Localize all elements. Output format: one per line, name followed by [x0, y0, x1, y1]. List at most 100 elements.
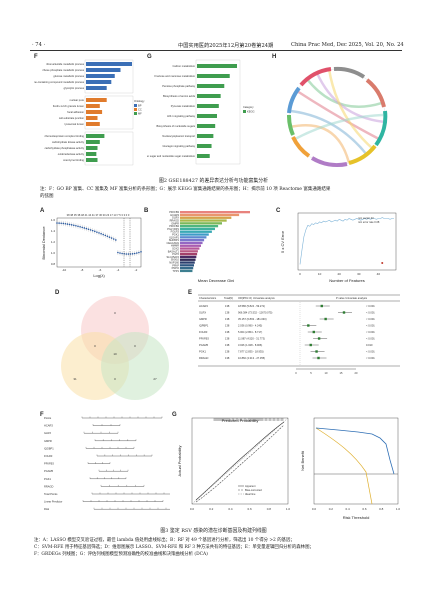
forest-axis: 0 5 10 15 20	[295, 368, 358, 375]
forest-point	[320, 304, 323, 308]
lasso-y-tick: 0.8	[51, 262, 56, 266]
lasso-point	[112, 238, 115, 240]
forest-gene: RRAGD	[199, 356, 208, 360]
lasso-point	[119, 252, 121, 254]
lasso-point	[68, 223, 71, 226]
forest-header: Characteristics	[199, 296, 217, 300]
go-bar	[86, 158, 98, 162]
rf-bar	[180, 213, 240, 217]
kegg-bar	[197, 104, 219, 108]
kegg-term-label: Glucagon signaling pathway	[163, 144, 196, 148]
forest-or: 35.157 (6.893 - 181.030)	[238, 317, 267, 321]
lasso-point	[102, 233, 104, 236]
lasso-point	[75, 224, 77, 227]
nomogram-row-label: Total Points	[44, 492, 58, 496]
kegg-bar	[197, 154, 210, 158]
lasso-x-tick: -2	[135, 268, 138, 272]
rf-bar	[180, 261, 195, 264]
go-term-label: oxidoreductase activity	[58, 152, 85, 156]
go-bar	[86, 110, 103, 114]
lasso-y-tick: 1.4	[51, 229, 56, 233]
lasso-y-tick: 1.2	[51, 240, 56, 244]
forest-p: < 0.001	[366, 317, 375, 321]
calibration-x-tick: 1.0	[286, 507, 291, 511]
forest-or: 2.036 (0.990 - 4.245)	[238, 324, 262, 328]
lasso-point	[77, 225, 79, 228]
fig2-panel-h-chord-diagram	[286, 66, 388, 168]
svm-legend-2: min error rate 0.08	[358, 220, 380, 224]
go-legend-label: CC	[138, 108, 142, 112]
nomogram-row-label: HCAR3	[44, 424, 53, 428]
fig3-panel-e-forest-plot: Characteristics Total(N) OR(95% CI) Univ…	[198, 294, 400, 375]
lasso-point	[127, 253, 130, 255]
forest-n: 138	[225, 311, 230, 315]
forest-point	[342, 311, 346, 314]
rf-bar	[180, 250, 198, 253]
svm-legend-1: min vector 43	[358, 216, 374, 220]
fig3-panel-a-letter: A	[40, 208, 45, 214]
calibration-x-tick: 0.6	[248, 507, 253, 511]
forest-or: 966.384 (73.532 - 12670.075)	[238, 311, 272, 315]
go-legend-swatch	[134, 104, 137, 107]
rf-bar	[180, 233, 209, 236]
kegg-bar	[197, 84, 225, 88]
go-term-label: ficolin-1-rich granule lumen	[53, 104, 85, 108]
lasso-x-tick: -4	[117, 268, 120, 272]
dca-xlabel: Risk Threshold	[343, 515, 370, 520]
kegg-legend-label: KEGG	[247, 110, 255, 114]
lasso-point	[73, 224, 75, 227]
journal-title-cn: 中国实用医药2025年12月第20卷第24期	[178, 43, 274, 49]
forest-point	[307, 324, 310, 327]
forest-gene: PFKFB3	[199, 337, 209, 341]
go-term-label: nuclear pore	[70, 98, 85, 102]
venn-label: 0	[114, 311, 116, 315]
go-term-label: focal adhesion	[67, 110, 84, 114]
rf-gene-label: GMPR	[171, 221, 179, 225]
go-term-label: carbohydrate phosphatase activity	[45, 146, 85, 150]
forest-p: < 0.001	[366, 356, 375, 360]
go-term-label: purine-containing compound metabolic pro…	[34, 80, 85, 84]
lasso-point	[60, 222, 62, 225]
rf-bar	[180, 227, 215, 231]
dca-x-tick: 0.8	[379, 507, 384, 511]
go-bar	[86, 62, 132, 66]
fig3-panel-g-calibration: Apparent Bias-corrected Ideal line 0.0 0.…	[177, 417, 291, 511]
nomogram-row-label: Linear Predictor	[44, 500, 62, 504]
venn-label: 27	[153, 377, 157, 381]
fig2-caption-title: 图2 GSE188427 的差异表达分析与功能富集分析	[158, 178, 269, 184]
forest-axis-tick: 20	[355, 371, 358, 375]
nomogram-row-label: PFKFB3	[44, 462, 54, 466]
forest-p: < 0.001	[366, 311, 375, 315]
forest-gene: PGAM5	[199, 343, 209, 347]
forest-p: < 0.001	[366, 330, 375, 334]
rf-bar	[180, 225, 219, 228]
calibration-legend: Apparent	[245, 484, 256, 488]
forest-n: 138	[225, 304, 230, 308]
calibration-x-tick: 0.4	[228, 507, 233, 511]
lasso-point	[56, 222, 58, 224]
kegg-term-label: Pyruvate metabolism	[171, 104, 195, 108]
lasso-x-tick: -10	[62, 268, 67, 272]
rf-gene-label: PFKP	[172, 263, 179, 267]
rf-bar	[180, 247, 200, 250]
rf-gene-label: PFKFB3	[169, 210, 179, 214]
rf-gene-label: PNPO	[172, 266, 179, 270]
forest-header: P value Univariate analysis	[336, 296, 368, 300]
rf-bar	[180, 241, 203, 245]
forest-gene: IQPBP1	[199, 324, 209, 328]
go-bar	[86, 122, 100, 126]
rf-bar	[180, 230, 212, 233]
lasso-y-tick: 1.0	[51, 251, 56, 255]
kegg-bar	[197, 74, 230, 78]
forest-or: 3.026 (1.028 - 8.906)	[238, 343, 262, 347]
calibration-x-tick: 0.0	[190, 507, 195, 511]
rf-bar	[180, 239, 205, 242]
forest-n: 138	[225, 356, 230, 360]
rf-gene-label: BASALT1	[168, 249, 180, 253]
fig2-panel-f-letter: F	[34, 54, 38, 60]
kegg-bar	[197, 64, 237, 68]
kegg-legend-swatch	[243, 110, 246, 113]
rf-bar	[180, 244, 201, 247]
forest-or: 18.586 (5.824 - 59.271)	[238, 304, 265, 308]
forest-n: 138	[225, 324, 230, 328]
